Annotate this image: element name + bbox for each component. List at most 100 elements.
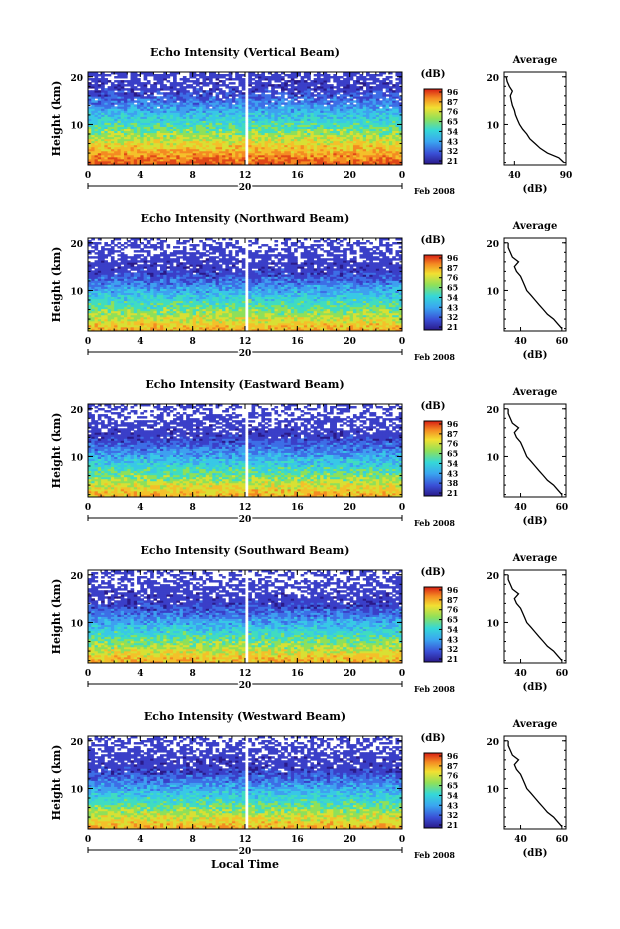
heatmap-cell	[104, 160, 109, 164]
heatmap-cell	[392, 326, 396, 330]
heatmap-cell	[117, 72, 122, 75]
heatmap-cell	[110, 312, 115, 316]
heatmap-cell	[123, 144, 128, 148]
heatmap-cell	[333, 124, 337, 127]
heatmap-cell	[176, 96, 180, 99]
heatmap-cell	[258, 98, 262, 101]
heatmap-cell	[179, 108, 184, 111]
heatmap-cell	[117, 160, 122, 164]
heatmap-cell	[333, 316, 337, 320]
heatmap-cell	[110, 86, 115, 89]
heatmap-cell	[91, 142, 95, 146]
heatmap-cell	[290, 76, 295, 79]
heatmap-cell	[290, 318, 295, 322]
heatmap-cell	[271, 314, 275, 318]
heatmap-cell	[189, 146, 194, 150]
heatmap-cell	[395, 148, 400, 152]
heatmap-cell	[179, 148, 184, 152]
heatmap-cell	[101, 82, 105, 85]
heatmap-cell	[153, 320, 158, 324]
heatmap-cell	[346, 118, 351, 121]
heatmap-cell	[176, 314, 180, 318]
heatmap-cell	[369, 98, 373, 101]
heatmap-cell	[159, 122, 164, 125]
heatmap-cell	[140, 316, 144, 320]
heatmap-cell	[114, 136, 118, 140]
heatmap-cell	[287, 136, 292, 140]
heatmap-cell	[153, 146, 158, 150]
heatmap-cell	[218, 326, 223, 330]
heatmap-cell	[369, 112, 373, 115]
heatmap-cell	[280, 150, 285, 154]
heatmap-cell	[199, 82, 203, 85]
heatmap-cell	[280, 162, 285, 166]
heatmap-cell	[333, 102, 337, 105]
heatmap-cell	[320, 118, 324, 121]
heatmap-cell	[248, 106, 252, 109]
heatmap-cell	[323, 86, 328, 89]
heatmap-cell	[127, 158, 131, 162]
heatmap-cell	[316, 88, 321, 91]
heatmap-cell	[205, 90, 210, 93]
heatmap-cell	[127, 84, 131, 87]
heatmap-cell	[326, 156, 331, 160]
heatmap-cell	[133, 122, 138, 125]
heatmap-cell	[163, 316, 167, 320]
heatmap-cell	[379, 152, 383, 156]
heatmap-cell	[101, 140, 105, 144]
heatmap-cell	[284, 320, 288, 324]
heatmap-cell	[163, 314, 167, 318]
heatmap-cell	[212, 322, 216, 326]
heatmap-cell	[251, 90, 256, 93]
heatmap-cell	[352, 80, 357, 83]
heatmap-cell	[222, 124, 226, 127]
heatmap-cell	[114, 80, 118, 83]
heatmap-cell	[140, 96, 144, 99]
heatmap-cell	[117, 142, 122, 146]
heatmap-cell	[307, 138, 311, 142]
heatmap-cell	[91, 160, 95, 164]
heatmap-cell	[209, 156, 213, 160]
heatmap-cell	[248, 328, 252, 332]
heatmap-cell	[123, 126, 128, 130]
heatmap-cell	[117, 98, 122, 101]
heatmap-cell	[110, 154, 115, 158]
heatmap-cell	[202, 316, 207, 320]
heatmap-cell	[261, 150, 266, 154]
heatmap-cell	[156, 328, 161, 332]
heatmap-cell	[313, 86, 318, 89]
heatmap-cell	[336, 160, 341, 164]
heatmap-cell	[150, 126, 154, 130]
x-tick-label: 0	[85, 171, 91, 181]
heatmap-cell	[205, 122, 210, 125]
heatmap-cell	[323, 132, 328, 136]
heatmap-cell	[140, 138, 144, 142]
heatmap-cell	[189, 132, 194, 136]
heatmap-cell	[153, 120, 158, 123]
heatmap-cell	[382, 92, 387, 95]
profile-x-tick-label: 90	[560, 171, 573, 181]
heatmap-cell	[330, 124, 334, 127]
heatmap-cell	[339, 114, 344, 117]
heatmap-cell	[372, 140, 377, 144]
heatmap-cell	[133, 132, 138, 136]
heatmap-cell	[199, 318, 203, 322]
heatmap-cell	[330, 314, 334, 318]
heatmap-cell	[336, 80, 341, 83]
heatmap-cell	[258, 156, 262, 160]
heatmap-cell	[280, 94, 285, 97]
heatmap-cell	[339, 94, 344, 97]
heatmap-cell	[195, 144, 200, 148]
heatmap-cell	[166, 132, 171, 136]
heatmap-cell	[209, 96, 213, 99]
heatmap-cell	[209, 128, 213, 132]
colorbar-tick-label: 96	[447, 87, 459, 97]
heatmap-cell	[117, 146, 122, 150]
heatmap-cell	[212, 328, 216, 332]
heatmap-cell	[163, 104, 167, 107]
heatmap-cell	[143, 148, 148, 152]
heatmap-cell	[137, 80, 141, 83]
heatmap-cell	[349, 110, 354, 113]
heatmap-cell	[274, 98, 279, 101]
heatmap-cell	[199, 144, 203, 148]
